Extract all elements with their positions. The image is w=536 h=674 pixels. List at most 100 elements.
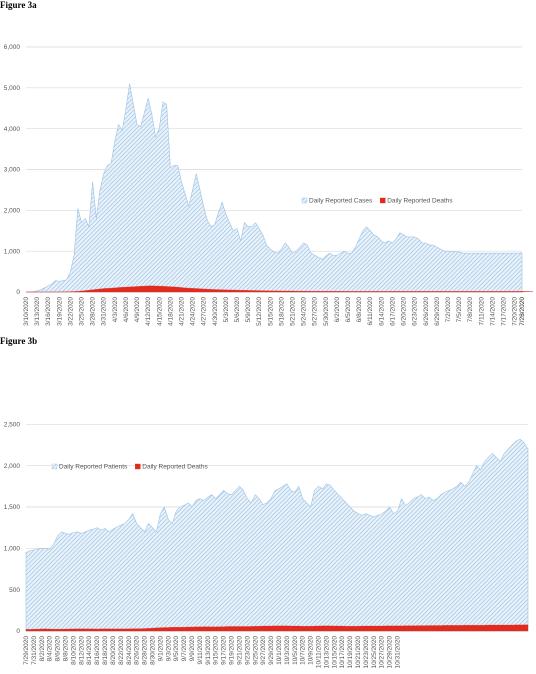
x-tick-label: 8/24/2020 [126, 636, 133, 665]
x-tick-label: 9/11/2020 [197, 636, 204, 665]
x-tick-label: 4/27/2020 [201, 297, 208, 326]
legend-label: Daily Reported Patients [59, 464, 128, 471]
x-tick-label: 8/12/2020 [78, 636, 85, 665]
y-tick-label: 1,500 [4, 504, 21, 511]
x-tick-label: 4/9/2020 [134, 297, 141, 323]
y-tick-label: 4,000 [4, 126, 21, 133]
x-tick-label: 10/7/2020 [300, 636, 307, 665]
x-tick-label: 6/17/2020 [389, 297, 396, 326]
series-area-daily-reported-patients [25, 438, 529, 632]
y-tick-label: 2,500 [4, 422, 21, 429]
x-tick-label: 6/23/2020 [412, 297, 419, 326]
x-tick-label: 7/17/2020 [501, 297, 508, 326]
x-tick-label: 3/28/2020 [90, 297, 97, 326]
x-tick-label: 8/26/2020 [134, 636, 141, 665]
x-tick-label: 4/24/2020 [190, 297, 197, 326]
x-tick-label: 7/26/2020 [519, 297, 526, 326]
x-tick-label: 7/20/2020 [512, 297, 519, 326]
x-tick-label: 9/3/2020 [165, 636, 172, 662]
x-tick-label: 8/20/2020 [110, 636, 117, 665]
x-tick-label: 9/21/2020 [236, 636, 243, 665]
x-tick-label: 10/23/2020 [363, 636, 370, 669]
legend-label: Daily Reported Cases [309, 198, 373, 205]
x-tick-label: 7/14/2020 [489, 297, 496, 326]
x-tick-label: 3/31/2020 [101, 297, 108, 326]
x-tick-label: 5/6/2020 [234, 297, 241, 323]
x-tick-label: 7/23/2020 [519, 297, 526, 326]
y-tick-label: 1,000 [4, 248, 21, 255]
x-tick-label: 8/16/2020 [94, 636, 101, 665]
x-tick-label: 7/8/2020 [467, 297, 474, 323]
x-tick-label: 3/19/2020 [56, 297, 63, 326]
x-tick-label: 4/12/2020 [145, 297, 152, 326]
x-tick-label: 8/10/2020 [70, 636, 77, 665]
legend-label: Daily Reported Deaths [387, 198, 453, 205]
x-tick-label: 7/5/2020 [456, 297, 463, 323]
x-tick-label: 7/11/2020 [478, 297, 485, 326]
x-tick-label: 10/29/2020 [387, 636, 394, 669]
x-tick-label: 3/13/2020 [34, 297, 41, 326]
x-tick-label: 4/30/2020 [212, 297, 219, 326]
x-tick-label: 10/21/2020 [355, 636, 362, 669]
x-tick-label: 5/9/2020 [245, 297, 252, 323]
x-tick-label: 10/27/2020 [379, 636, 386, 669]
x-tick-label: 5/12/2020 [256, 297, 263, 326]
x-tick-label: 7/29/2020 [23, 636, 30, 665]
x-tick-label: 8/28/2020 [142, 636, 149, 665]
x-tick-label: 5/27/2020 [312, 297, 319, 326]
x-tick-label: 3/22/2020 [67, 297, 74, 326]
x-tick-label: 9/1/2020 [157, 636, 164, 662]
x-tick-label: 4/6/2020 [123, 297, 130, 323]
series-area-daily-reported-cases [25, 83, 523, 293]
x-tick-label: 6/8/2020 [356, 297, 363, 323]
legend-swatch [380, 197, 386, 204]
x-tick-label: 9/13/2020 [205, 636, 212, 665]
x-tick-label: 9/7/2020 [181, 636, 188, 662]
x-tick-label: 10/9/2020 [308, 636, 315, 665]
y-tick-label: 6,000 [4, 44, 21, 51]
x-tick-label: 5/24/2020 [301, 297, 308, 326]
y-tick-label: 2,000 [4, 208, 21, 215]
x-tick-label: 10/5/2020 [292, 636, 299, 665]
legend-swatch [51, 463, 58, 470]
x-tick-label: 5/21/2020 [290, 297, 297, 326]
x-tick-label: 10/25/2020 [371, 636, 378, 669]
x-tick-label: 8/2/2020 [39, 636, 46, 662]
figure-3b-label: Figure 3b [0, 336, 38, 346]
y-tick-label: 2,000 [4, 463, 21, 470]
x-tick-label: 4/21/2020 [179, 297, 186, 326]
legend-swatch [301, 197, 308, 204]
y-tick-label: 500 [9, 587, 20, 594]
x-tick-label: 5/3/2020 [223, 297, 230, 323]
x-tick-label: 6/29/2020 [434, 297, 441, 326]
legend-swatch [135, 463, 141, 470]
x-tick-label: 3/16/2020 [45, 297, 52, 326]
x-tick-label: 8/22/2020 [118, 636, 125, 665]
x-tick-label: 10/3/2020 [284, 636, 291, 665]
series-area-daily-reported-deaths [25, 624, 529, 632]
y-tick-label: 0 [16, 628, 20, 635]
x-tick-label: 4/15/2020 [156, 297, 163, 326]
x-tick-label: 10/15/2020 [331, 636, 338, 669]
x-tick-label: 9/9/2020 [189, 636, 196, 662]
x-tick-label: 10/11/2020 [316, 636, 323, 668]
x-tick-label: 6/26/2020 [423, 297, 430, 326]
x-tick-label: 9/17/2020 [221, 636, 228, 665]
series-area-daily-reported-deaths [26, 285, 534, 293]
x-tick-label: 6/20/2020 [401, 297, 408, 326]
x-tick-label: 6/2/2020 [334, 297, 341, 323]
x-tick-label: 10/31/2020 [395, 636, 402, 669]
x-tick-label: 8/4/2020 [47, 636, 54, 662]
x-tick-label: 10/13/2020 [323, 636, 330, 669]
figure-3a-chart: 0 1,000 2,000 3,000 4,000 5,000 6,000 3/10/2020… [4, 44, 534, 326]
x-tick-label: 8/18/2020 [102, 636, 109, 665]
x-tick-label: 8/30/2020 [150, 636, 157, 665]
x-tick-label: 9/19/2020 [229, 636, 236, 665]
x-tick-label: 6/11/2020 [367, 297, 374, 326]
x-tick-label: 5/15/2020 [267, 297, 274, 326]
figure-3b-chart: 0 500 1,000 1,500 2,000 2,500 7/29/2020 7/31/20… [4, 422, 529, 669]
x-tick-label: 10/1/2020 [276, 636, 283, 665]
x-tick-label: 4/18/2020 [167, 297, 174, 326]
x-tick-label: 5/30/2020 [323, 297, 330, 326]
x-tick-label: 5/18/2020 [278, 297, 285, 326]
